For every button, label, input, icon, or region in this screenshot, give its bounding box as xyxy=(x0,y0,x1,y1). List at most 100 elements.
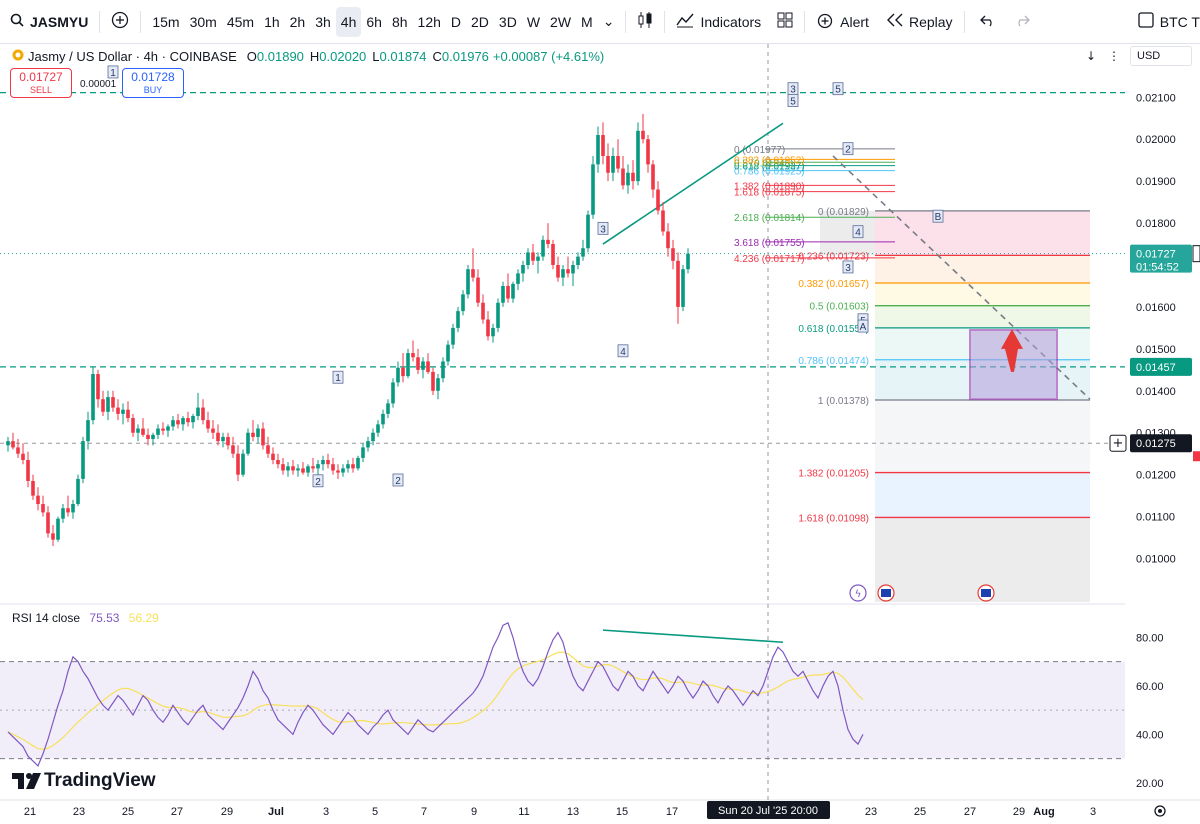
candle-body xyxy=(206,420,210,429)
redo-button[interactable] xyxy=(1009,7,1035,37)
high-key: H xyxy=(309,48,320,64)
timeframe-w[interactable]: W xyxy=(526,13,541,30)
timeframe-3h[interactable]: 3h xyxy=(315,13,331,30)
candle-body xyxy=(436,378,440,391)
open-key: O xyxy=(246,48,257,64)
right-symbol-button[interactable]: BTC T xyxy=(1133,7,1200,37)
indicators-label: Indicators xyxy=(700,13,762,30)
sell-button[interactable]: 0.01727 SELL xyxy=(10,68,72,98)
add-symbol-icon xyxy=(111,11,129,32)
timeframe-m[interactable]: M xyxy=(581,13,593,30)
price-tick: 0.01200 xyxy=(1136,470,1176,482)
candle-body xyxy=(416,357,420,370)
timeframe-3d[interactable]: 3D xyxy=(498,13,517,30)
candle-body xyxy=(511,283,515,299)
candle-body xyxy=(421,361,425,370)
wave-label: 2 xyxy=(315,477,321,488)
more-icon: ⋮ xyxy=(1108,49,1120,63)
right-symbol-label: BTC T xyxy=(1159,13,1200,30)
candle-body xyxy=(426,361,430,372)
interval-dropdown[interactable]: ⌄ xyxy=(598,7,620,37)
price-chart[interactable]: 1.618 (0.01098) 1.382 (0.01205) 1 (0.01378… xyxy=(0,44,1200,824)
candle-body xyxy=(571,265,575,274)
timeframe-2d[interactable]: 2D xyxy=(471,13,489,30)
candle-body xyxy=(176,420,180,425)
compare-symbol-button[interactable] xyxy=(106,7,134,37)
layouts-button[interactable] xyxy=(772,7,798,37)
timeframe-45m[interactable]: 45m xyxy=(226,13,255,30)
timeframe-15m[interactable]: 15m xyxy=(152,13,180,30)
candle-body xyxy=(356,457,360,469)
candle-body xyxy=(121,409,125,414)
time-tick: 21 xyxy=(24,806,36,818)
candle-body xyxy=(151,434,155,440)
candle-body xyxy=(146,434,150,440)
candle-body xyxy=(26,460,30,481)
timeframe-30m[interactable]: 30m xyxy=(189,13,217,30)
chart-type-button[interactable] xyxy=(632,7,658,37)
candle-body xyxy=(341,468,345,473)
toolbar-divider xyxy=(140,10,142,33)
candle-body xyxy=(456,311,460,328)
red-marker xyxy=(1193,451,1200,462)
close-value: 0.01976 xyxy=(441,48,489,64)
candle-body xyxy=(466,269,470,295)
fib-zone xyxy=(875,283,1090,306)
wave-label-box xyxy=(832,82,844,96)
candle-body xyxy=(86,420,90,442)
symbol-label: JASMYU xyxy=(30,13,89,30)
candle-body xyxy=(71,504,75,513)
timeframe-1h[interactable]: 1h xyxy=(264,13,280,30)
undo-button[interactable] xyxy=(975,7,1001,37)
candle-body xyxy=(311,466,315,469)
fib-ext-label: 0.5 (0.01945) xyxy=(734,158,794,169)
open-value: 0.01890 xyxy=(256,48,304,64)
candle-body xyxy=(676,260,680,307)
candle-body xyxy=(111,397,115,408)
timeframe-12h[interactable]: 12h xyxy=(417,13,441,30)
currency-selector[interactable]: USD xyxy=(1130,46,1192,66)
indicators-button[interactable]: Indicators xyxy=(671,7,766,37)
fib-ext-label: 1.618 (0.01875) xyxy=(734,188,805,199)
buy-button[interactable]: 0.01728 BUY xyxy=(122,68,184,98)
timeframe-8h[interactable]: 8h xyxy=(391,13,408,30)
candle-body xyxy=(81,441,85,479)
rsi-line xyxy=(7,622,864,767)
fib-ext-label: 0.786 (0.01925) xyxy=(734,167,805,178)
replay-label: Replay xyxy=(908,13,953,30)
timeframe-4h[interactable]: 4h xyxy=(335,6,362,37)
timeframe-2h[interactable]: 2h xyxy=(289,13,306,30)
timeframe-6h[interactable]: 6h xyxy=(366,13,382,30)
candle-body xyxy=(271,453,275,460)
candle-body xyxy=(671,248,675,261)
wave-label: B xyxy=(935,212,942,223)
timeframe-2w[interactable]: 2W xyxy=(550,13,572,30)
candle-body xyxy=(286,466,290,471)
candle-body xyxy=(451,327,455,345)
candle-body xyxy=(471,269,475,278)
fib-level-label: 0 (0.01829) xyxy=(818,207,869,218)
rsi-tick: 80.00 xyxy=(1136,632,1164,644)
symbol-search[interactable]: JASMYU xyxy=(0,7,93,37)
replay-button[interactable]: Replay xyxy=(882,7,958,37)
rsi-legend: RSI 14 close 75.53 56.29 xyxy=(12,611,159,625)
wave-label-box xyxy=(312,474,324,488)
candle-body xyxy=(336,470,340,473)
candle-body xyxy=(476,277,480,303)
candle-body xyxy=(461,294,465,312)
alert-button[interactable]: Alert xyxy=(811,7,874,37)
checkbox-icon xyxy=(1138,12,1154,31)
candle-body xyxy=(641,130,645,140)
price-tick: 0.01600 xyxy=(1136,302,1176,314)
flag-stripe xyxy=(981,589,991,597)
candle-body xyxy=(16,447,20,454)
toolbar-divider xyxy=(963,10,965,33)
fib-level-label: 0.786 (0.01474) xyxy=(798,356,869,367)
candle-body xyxy=(666,231,670,249)
timeframe-d[interactable]: D xyxy=(450,13,462,30)
candle-body xyxy=(396,367,400,383)
wave-label: 4 xyxy=(620,347,626,358)
fib-ext-label: 0.382 (0.01952) xyxy=(734,155,805,166)
crosshair-price-tag: 0.01275 xyxy=(1136,438,1176,450)
candle-body xyxy=(21,453,25,460)
